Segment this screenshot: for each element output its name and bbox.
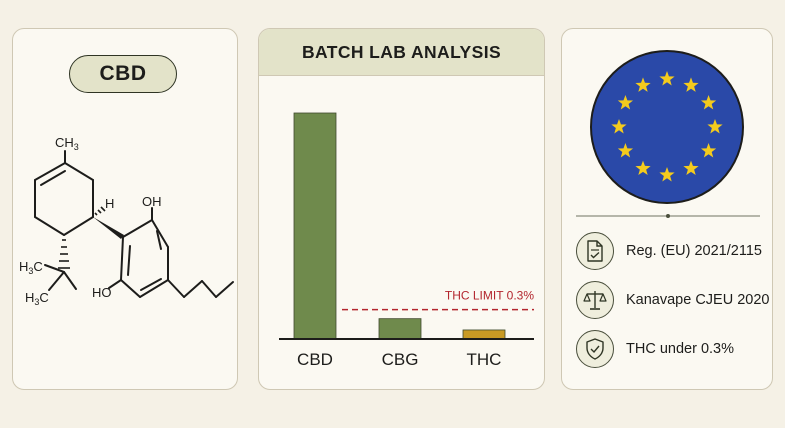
compliance-panel: Reg. (EU) 2021/2115 Kanavape CJEU 2020 T… xyxy=(561,28,773,390)
star-icon xyxy=(700,143,717,158)
bar-cbg xyxy=(378,318,422,340)
thc-limit-label: THC LIMIT 0.3% xyxy=(445,289,534,303)
flag-disc xyxy=(590,50,744,204)
star-icon xyxy=(683,77,699,92)
star-icon xyxy=(611,119,627,134)
divider xyxy=(576,214,760,218)
bar-thc xyxy=(462,329,506,340)
bar-chart: CBD CBG THC THC LIMIT 0.3% xyxy=(279,112,534,369)
x-tick-label: CBD xyxy=(297,350,333,369)
star-icon xyxy=(635,77,651,92)
shield-check-icon xyxy=(576,330,614,368)
x-tick-label: CBG xyxy=(382,350,419,369)
molecule-panel: CBD xyxy=(12,28,238,390)
label-ch3: CH3 xyxy=(55,135,79,152)
star-icon xyxy=(617,95,634,110)
label-h3c-bottom: H3C xyxy=(25,290,49,307)
lab-analysis-panel: BATCH LAB ANALYSIS CBD CBG THC THC LIMIT 0.… xyxy=(258,28,545,390)
label-oh-top: OH xyxy=(142,194,162,209)
star-icon xyxy=(635,160,651,176)
scales-icon xyxy=(576,281,614,319)
label-h: H xyxy=(105,196,114,211)
star-icon xyxy=(659,71,675,86)
reg-item-label: THC under 0.3% xyxy=(626,341,734,357)
molecule-title: CBD xyxy=(69,55,177,93)
cbd-structure-diagram: CH3 H OH HO H3C H3C xyxy=(19,135,234,307)
document-check-icon xyxy=(576,232,614,270)
eu-flag-icon xyxy=(590,50,744,204)
x-tick-label: THC xyxy=(467,350,502,369)
star-icon xyxy=(659,167,675,182)
label-oh-bottom: HO xyxy=(92,285,112,300)
star-icon xyxy=(707,119,723,134)
star-icon xyxy=(617,143,634,158)
reg-item-label: Reg. (EU) 2021/2115 xyxy=(626,243,762,259)
star-icon xyxy=(683,160,699,176)
label-h3c-top: H3C xyxy=(19,259,43,276)
reg-item-eu-regulation: Reg. (EU) 2021/2115 xyxy=(576,231,766,271)
chart-title: BATCH LAB ANALYSIS xyxy=(259,29,544,76)
bar-cbd xyxy=(293,112,337,340)
reg-item-cjeu-ruling: Kanavape CJEU 2020 xyxy=(576,280,770,320)
reg-item-label: Kanavape CJEU 2020 xyxy=(626,292,770,308)
reg-item-thc-limit: THC under 0.3% xyxy=(576,329,766,369)
star-icon xyxy=(700,95,717,110)
